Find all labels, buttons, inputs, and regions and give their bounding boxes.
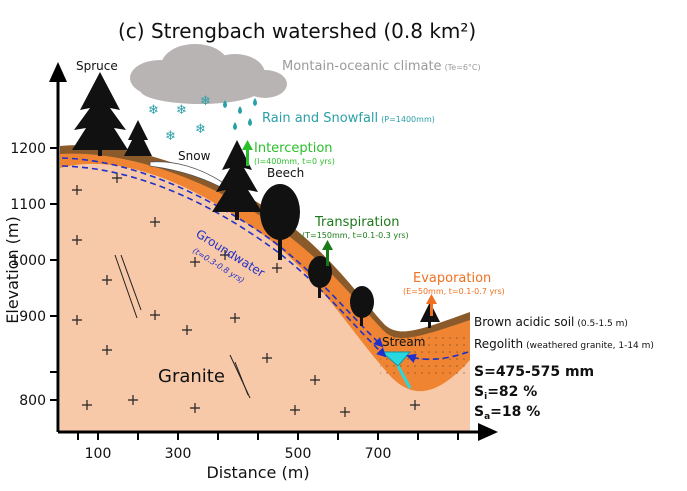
- transpiration-detail: (T=150mm, t=0.1-0.3 yrs): [302, 231, 409, 240]
- raindrop-icons: [223, 98, 257, 130]
- granite-bedrock: [60, 148, 470, 432]
- transpiration-arrow-icon: [322, 240, 333, 266]
- svg-text:❄: ❄: [165, 129, 176, 144]
- y-tick-800: 800: [19, 393, 46, 409]
- y-tick-1000: 1000: [10, 253, 46, 269]
- evaporation-label: Evaporation: [413, 271, 491, 286]
- x-axis-label: Distance (m): [206, 463, 309, 482]
- svg-text:❄: ❄: [195, 122, 206, 137]
- stream-outflow-arrow: [396, 365, 412, 389]
- stream-water: [380, 351, 412, 367]
- interception-label: Interception: [254, 141, 333, 156]
- rain-snowfall-label: Rain and Snowfall (P=1400mm): [262, 111, 435, 126]
- svg-text:❄: ❄: [176, 103, 187, 118]
- granite-label: Granite: [158, 366, 225, 387]
- beech-label: Beech: [267, 166, 304, 180]
- storage-interception-ratio: Si=82 %: [474, 384, 537, 402]
- soil-label: Brown acidic soil (0.5-1.5 m): [474, 315, 628, 329]
- stream-label: Stream: [382, 335, 425, 349]
- storage-ratio-a: Sa=18 %: [474, 404, 540, 422]
- tree-icon-5: [350, 286, 374, 326]
- transpiration-label: Transpiration: [314, 215, 399, 230]
- regolith-label: Regolith (weathered granite, 1-14 m): [474, 337, 654, 351]
- granite-fractures: [114, 254, 251, 399]
- spruce-label: Spruce: [76, 59, 118, 73]
- y-axis-tick-marks: [50, 147, 58, 401]
- granite-crosses: [72, 173, 420, 417]
- x-axis-tick-marks: [77, 432, 459, 440]
- spruce-tree-small-icon: [124, 120, 152, 156]
- interception-detail: (I=400mm, t=0 yrs): [254, 157, 335, 166]
- x-tick-100: 100: [85, 446, 112, 462]
- snowflake-icons: ❄ ❄ ❄ ❄ ❄: [148, 94, 211, 144]
- y-axis-label: Elevation (m): [3, 216, 22, 323]
- y-tick-1100: 1100: [10, 197, 46, 213]
- interception-arrow-icon: [242, 140, 253, 166]
- snow-label: Snow: [178, 149, 211, 163]
- y-tick-900: 900: [19, 309, 46, 325]
- storage-total: S=475-575 mm: [474, 364, 594, 380]
- climate-label: Montain-oceanic climate (Te=6°C): [282, 59, 481, 74]
- y-tick-1200: 1200: [10, 141, 46, 157]
- svg-text:❄: ❄: [148, 103, 159, 118]
- spruce-tree-large-icon: [72, 72, 128, 156]
- x-tick-500: 500: [285, 446, 312, 462]
- svg-text:❄: ❄: [200, 94, 211, 109]
- groundwater-flow-lower: [61, 165, 387, 358]
- spruce-tree-mid-icon: [212, 140, 262, 220]
- x-tick-700: 700: [365, 446, 392, 462]
- x-tick-300: 300: [165, 446, 192, 462]
- groundwater-flow-upper: [61, 157, 384, 348]
- beech-tree-icon: [260, 184, 300, 260]
- cloud-icon: [130, 44, 287, 104]
- evaporation-arrow-icon: [426, 294, 437, 316]
- figure-title: (c) Strengbach watershed (0.8 km²): [118, 19, 476, 43]
- evaporation-detail: (E=50mm, t=0.1-0.7 yrs): [403, 287, 505, 296]
